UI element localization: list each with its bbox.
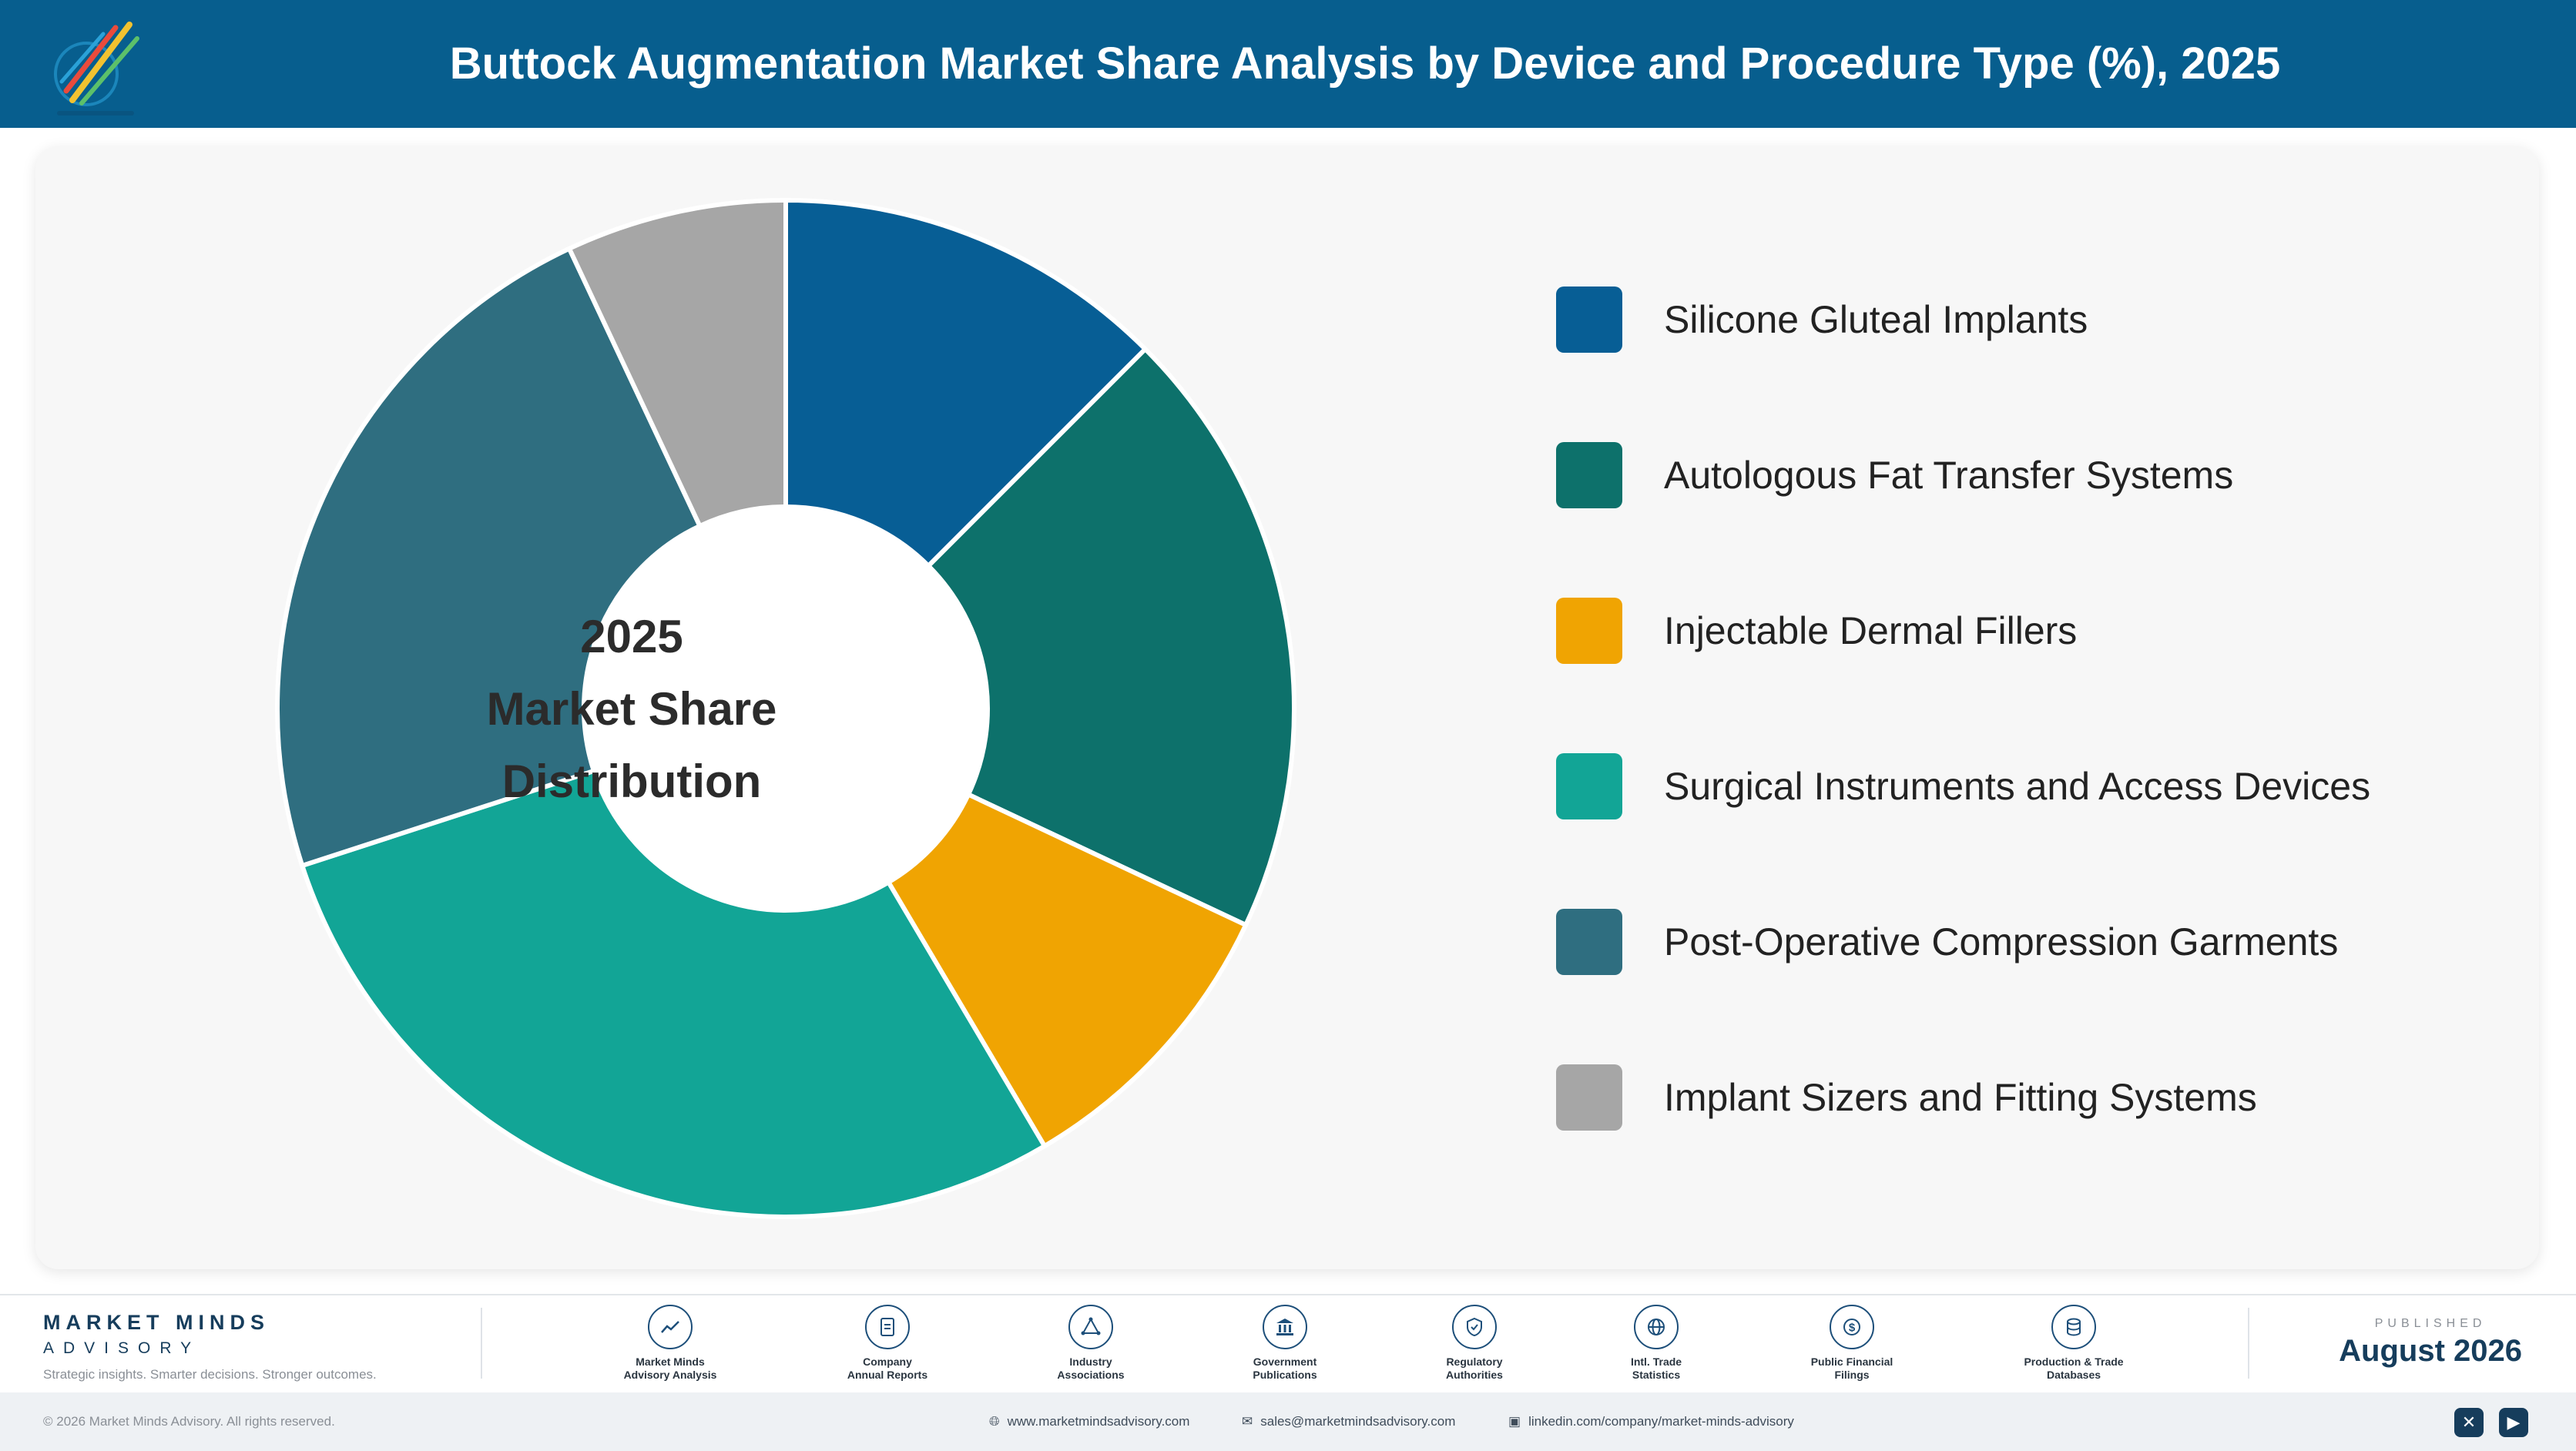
legend-label: Injectable Dermal Fillers (1664, 609, 2078, 652)
svg-text:$: $ (1849, 1322, 1856, 1335)
globe-icon (1634, 1305, 1679, 1349)
legend-item: Post-Operative Compression Garments (1556, 909, 2480, 975)
legend-label: Post-Operative Compression Garments (1664, 920, 2339, 963)
center-text-line-3: Distribution (501, 756, 762, 807)
mail-icon: ✉ (1242, 1414, 1253, 1429)
linkedin-link[interactable]: ▣ linkedin.com/company/market-minds-advis… (1508, 1392, 1794, 1451)
legend-item: Silicone Gluteal Implants (1556, 287, 2480, 353)
company-logo-icon (54, 22, 139, 116)
copyright-text: © 2026 Market Minds Advisory. All rights… (43, 1414, 335, 1429)
dollar-icon: $ (1830, 1305, 1874, 1349)
shield-icon (1452, 1305, 1497, 1349)
source-regulatory-authorities: Regulatory Authorities (1382, 1305, 1567, 1382)
footer-brand: MARKET MINDS ADVISORY Strategic insights… (43, 1311, 377, 1382)
globe-icon: 🌐︎ (989, 1414, 1000, 1429)
page-title: Buttock Augmentation Market Share Analys… (449, 39, 2281, 89)
source-financial-filings: $ Public Financial Filings (1759, 1305, 1944, 1382)
published-block: PUBLISHED August 2026 (2339, 1317, 2522, 1369)
footer-divider (481, 1308, 482, 1379)
legend-swatch (1556, 598, 1622, 664)
legend-label: Surgical Instruments and Access Devices (1664, 765, 2371, 808)
source-trade-statistics: Intl. Trade Statistics (1564, 1305, 1749, 1382)
database-icon (2051, 1305, 2096, 1349)
legend-item: Autologous Fat Transfer Systems (1556, 442, 2480, 508)
brand-name: MARKET MINDS (43, 1311, 270, 1334)
legend-label: Implant Sizers and Fitting Systems (1664, 1076, 2257, 1119)
x-social-icon[interactable]: ✕ (2454, 1408, 2484, 1437)
legend-swatch (1556, 442, 1622, 508)
donut-center-label: 2025 Market Share Distribution (478, 601, 786, 818)
footer-divider (2248, 1308, 2249, 1379)
center-text-year: 2025 (580, 611, 683, 662)
footer-bottom-bar: © 2026 Market Minds Advisory. All rights… (0, 1392, 2576, 1451)
legend-swatch (1556, 287, 1622, 353)
website-link[interactable]: 🌐︎ www.marketmindsadvisory.com (989, 1392, 1189, 1451)
legend-item: Injectable Dermal Fillers (1556, 598, 2480, 664)
published-date: August 2026 (2339, 1334, 2522, 1368)
email-link[interactable]: ✉ sales@marketmindsadvisory.com (1242, 1392, 1455, 1451)
source-market-minds: Market Minds Advisory Analysis (578, 1305, 763, 1382)
trend-icon (648, 1305, 693, 1349)
published-label: PUBLISHED (2374, 1317, 2487, 1330)
brand-subtitle: ADVISORY (43, 1339, 201, 1357)
legend-swatch (1556, 909, 1622, 975)
legend-item: Surgical Instruments and Access Devices (1556, 753, 2480, 819)
legend-label: Autologous Fat Transfer Systems (1664, 454, 2234, 497)
footer: MARKET MINDS ADVISORY Strategic insights… (0, 1294, 2576, 1451)
youtube-social-icon[interactable]: ▶ (2499, 1408, 2528, 1437)
linkedin-icon: ▣ (1508, 1414, 1521, 1429)
source-government-publications: Government Publications (1192, 1305, 1377, 1382)
document-icon (865, 1305, 910, 1349)
source-industry-associations: Industry Associations (998, 1305, 1183, 1382)
brand-tagline: Strategic insights. Smarter decisions. S… (43, 1367, 377, 1382)
government-icon (1263, 1305, 1307, 1349)
donut-hole (584, 507, 988, 910)
legend-swatch (1556, 1064, 1622, 1131)
legend-swatch (1556, 753, 1622, 819)
legend-item: Implant Sizers and Fitting Systems (1556, 1064, 2480, 1131)
center-text-line-2: Market Share (486, 683, 777, 735)
source-trade-databases: Production & Trade Databases (1981, 1305, 2166, 1382)
legend-label: Silicone Gluteal Implants (1664, 298, 2088, 341)
source-company-reports: Company Annual Reports (795, 1305, 980, 1382)
header-bar: Buttock Augmentation Market Share Analys… (0, 0, 2576, 128)
network-icon (1068, 1305, 1113, 1349)
